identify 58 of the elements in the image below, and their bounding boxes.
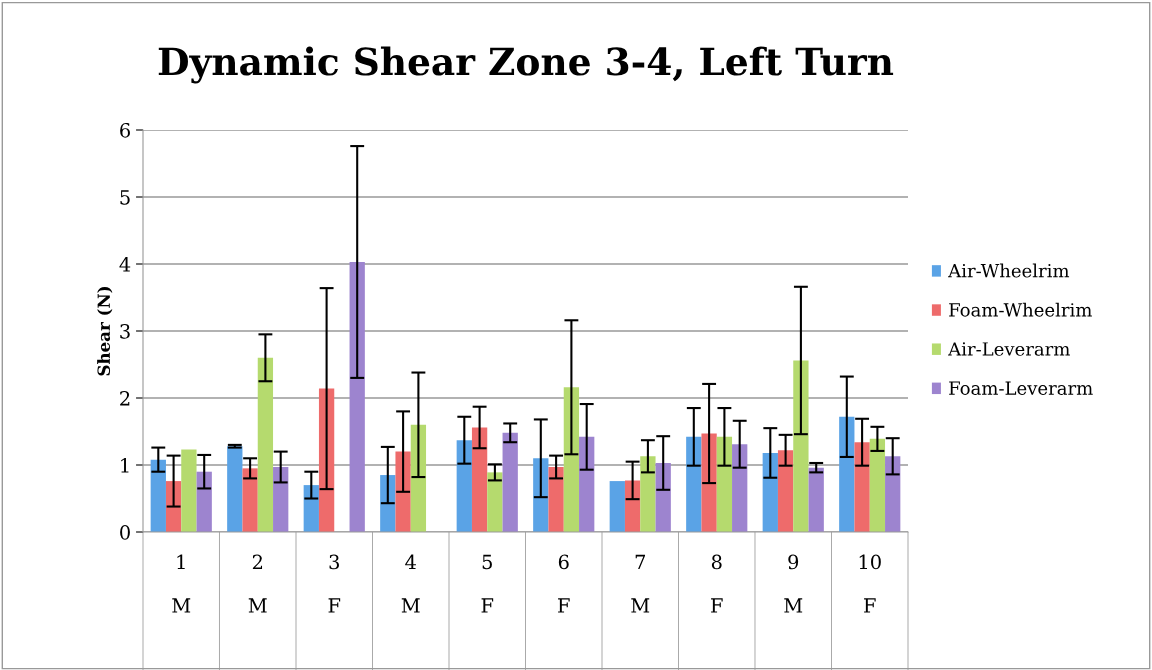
y-tick-label: 5: [120, 190, 130, 205]
y-tick-label: 1: [121, 457, 129, 473]
bar: [242, 468, 258, 532]
category-label: 4 M: [401, 554, 420, 613]
category-label: 6 F: [558, 554, 570, 613]
category-label: 1 M: [172, 554, 191, 613]
bar: [716, 436, 733, 532]
legend-label: Air-Wheelrim: [948, 263, 1070, 278]
y-tick-label: 6: [120, 122, 130, 138]
y-tick-label: 3: [120, 323, 130, 339]
bar: [854, 442, 870, 532]
bar: [732, 444, 748, 532]
bar: [609, 481, 625, 532]
category-label: 7 M: [631, 554, 650, 613]
bar: [257, 357, 274, 532]
y-tick-label: 4: [119, 256, 131, 272]
bar: [548, 467, 564, 532]
category-label: 9 M: [784, 554, 803, 613]
bar: [793, 360, 809, 532]
bar: [410, 424, 427, 532]
bar: [196, 471, 212, 532]
bar: [273, 467, 289, 532]
bar: [655, 462, 671, 532]
bar: [318, 388, 335, 532]
bar: [181, 449, 197, 532]
bar: [777, 450, 794, 532]
category-label: 10 F: [859, 554, 881, 613]
bar: [227, 446, 243, 532]
bar: [701, 433, 717, 532]
legend-label: Air-Leverarm: [948, 342, 1070, 356]
bar: [563, 387, 580, 532]
bar: [456, 440, 472, 532]
bar: [395, 451, 411, 532]
category-label: 3 F: [328, 554, 341, 613]
bar: [808, 467, 824, 532]
bar: [869, 438, 886, 532]
y-tick-label: 2: [120, 390, 130, 406]
bar: [762, 452, 778, 532]
bar: [502, 432, 518, 532]
legend-label: Foam-Wheelrim: [949, 302, 1092, 317]
chart-title: Dynamic Shear Zone 3-4, Left Turn: [158, 46, 894, 84]
legend-label: Foam-Leverarm: [949, 381, 1093, 395]
bar: [487, 472, 503, 532]
category-label: 8 F: [711, 554, 723, 613]
bar: [471, 427, 488, 532]
category-label: 2 M: [248, 554, 267, 613]
category-label: 5 F: [481, 554, 494, 613]
bar: [579, 436, 595, 532]
bar: [885, 456, 901, 532]
bar: [349, 261, 365, 532]
y-tick-label: 0: [120, 524, 130, 540]
bar: [624, 480, 641, 532]
bar: [150, 459, 166, 532]
bar: [640, 456, 656, 532]
bar: [380, 475, 396, 532]
bar: [839, 416, 855, 532]
y-axis-title: Shear (N): [97, 287, 113, 376]
bar: [686, 436, 702, 532]
